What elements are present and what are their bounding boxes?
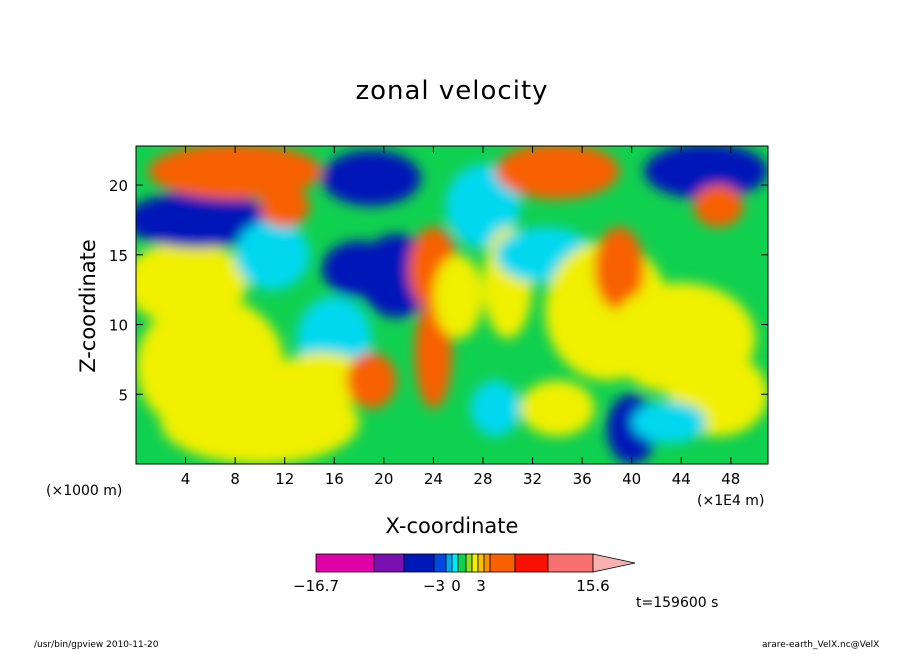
colorbar-band bbox=[465, 553, 473, 573]
velocity-field bbox=[136, 146, 768, 464]
colorbar-band bbox=[477, 553, 485, 573]
colorbar-band bbox=[471, 553, 479, 573]
y-axis-label: Z-coordinate bbox=[76, 239, 100, 373]
field-region bbox=[594, 226, 645, 311]
x-tick-label: 48 bbox=[721, 470, 740, 488]
colorbar-band bbox=[433, 553, 447, 573]
y-tick-label: 15 bbox=[109, 247, 128, 265]
x-tick-label: 32 bbox=[523, 470, 542, 488]
footer-left: /usr/bin/gpview 2010-11-20 bbox=[34, 640, 159, 650]
colorbar-band bbox=[451, 553, 459, 573]
x-axis: 4 8 12 16 20 24 28 32 36 40 44 48 bbox=[181, 146, 740, 488]
y-tick-label: 10 bbox=[109, 317, 128, 335]
colorbar-band bbox=[315, 553, 375, 573]
field-region bbox=[346, 352, 397, 409]
colorbar-band bbox=[547, 553, 594, 573]
field-region bbox=[321, 150, 422, 206]
x-unit-right: (×1E4 m) bbox=[697, 493, 765, 509]
colorbar-band bbox=[457, 553, 467, 573]
chart-title: zonal velocity bbox=[355, 76, 549, 106]
colorbar-label: −16.7 bbox=[293, 577, 339, 595]
field-region bbox=[631, 401, 707, 444]
field-region bbox=[445, 164, 521, 248]
colorbar-extend-arrow bbox=[592, 553, 636, 573]
colorbar-label: 3 bbox=[476, 577, 486, 595]
x-tick-label: 24 bbox=[424, 470, 443, 488]
colorbar: −16.7 −3 0 3 15.6 bbox=[293, 553, 636, 595]
x-tick-label: 36 bbox=[573, 470, 592, 488]
field-region bbox=[259, 185, 310, 227]
x-axis-label: X-coordinate bbox=[385, 514, 519, 538]
x-tick-label: 12 bbox=[275, 470, 294, 488]
colorbar-label: 15.6 bbox=[576, 577, 609, 595]
colorbar-band bbox=[445, 553, 453, 573]
colorbar-band bbox=[483, 553, 491, 573]
plot-frame bbox=[135, 145, 769, 465]
x-tick-label: 28 bbox=[473, 470, 492, 488]
x-tick-label: 40 bbox=[622, 470, 641, 488]
time-annotation: t=159600 s bbox=[636, 595, 719, 611]
y-tick-label: 20 bbox=[109, 177, 128, 195]
colorbar-label: 0 bbox=[451, 577, 461, 595]
field-region bbox=[235, 219, 310, 290]
y-tick-label: 5 bbox=[118, 386, 128, 404]
field-region bbox=[272, 352, 372, 409]
colorbar-band bbox=[489, 553, 516, 573]
field-region bbox=[470, 380, 521, 437]
footer-right: arare-earth_VelX.nc@VelX bbox=[762, 640, 880, 650]
colorbar-band bbox=[514, 553, 549, 573]
x-tick-label: 16 bbox=[325, 470, 344, 488]
field-region bbox=[495, 146, 620, 199]
x-unit-left: (×1000 m) bbox=[46, 483, 123, 499]
x-tick-label: 4 bbox=[181, 470, 191, 488]
field-region bbox=[136, 192, 273, 248]
field-region bbox=[693, 185, 744, 227]
field-region bbox=[520, 380, 595, 437]
field-region bbox=[433, 254, 483, 339]
colorbar-label: −3 bbox=[423, 577, 445, 595]
x-tick-label: 8 bbox=[230, 470, 240, 488]
field-region bbox=[136, 240, 248, 325]
y-axis: 5 10 15 20 bbox=[109, 177, 768, 404]
colorbar-band bbox=[373, 553, 405, 573]
field-region bbox=[644, 146, 768, 199]
x-tick-label: 44 bbox=[672, 470, 691, 488]
x-tick-label: 20 bbox=[374, 470, 393, 488]
colorbar-band bbox=[403, 553, 435, 573]
